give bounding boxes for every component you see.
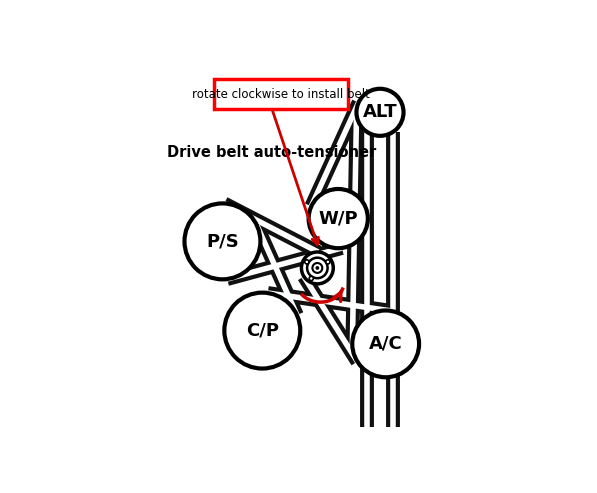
Circle shape [312,263,322,273]
Circle shape [307,258,328,278]
Text: A/C: A/C [369,335,402,353]
Text: ALT: ALT [362,104,397,121]
Circle shape [224,293,300,369]
Text: W/P: W/P [318,210,358,228]
Circle shape [304,260,309,264]
Text: rotate clockwise to install belt: rotate clockwise to install belt [192,88,370,101]
Circle shape [301,252,333,284]
FancyBboxPatch shape [214,79,349,109]
Circle shape [356,89,404,136]
Circle shape [309,189,368,248]
Circle shape [315,266,319,270]
Text: P/S: P/S [206,232,239,250]
Circle shape [352,311,419,377]
Text: C/P: C/P [246,321,279,340]
Text: Drive belt auto-tensioner: Drive belt auto-tensioner [167,144,376,160]
Circle shape [309,277,313,281]
Circle shape [184,204,260,280]
Circle shape [326,260,330,264]
